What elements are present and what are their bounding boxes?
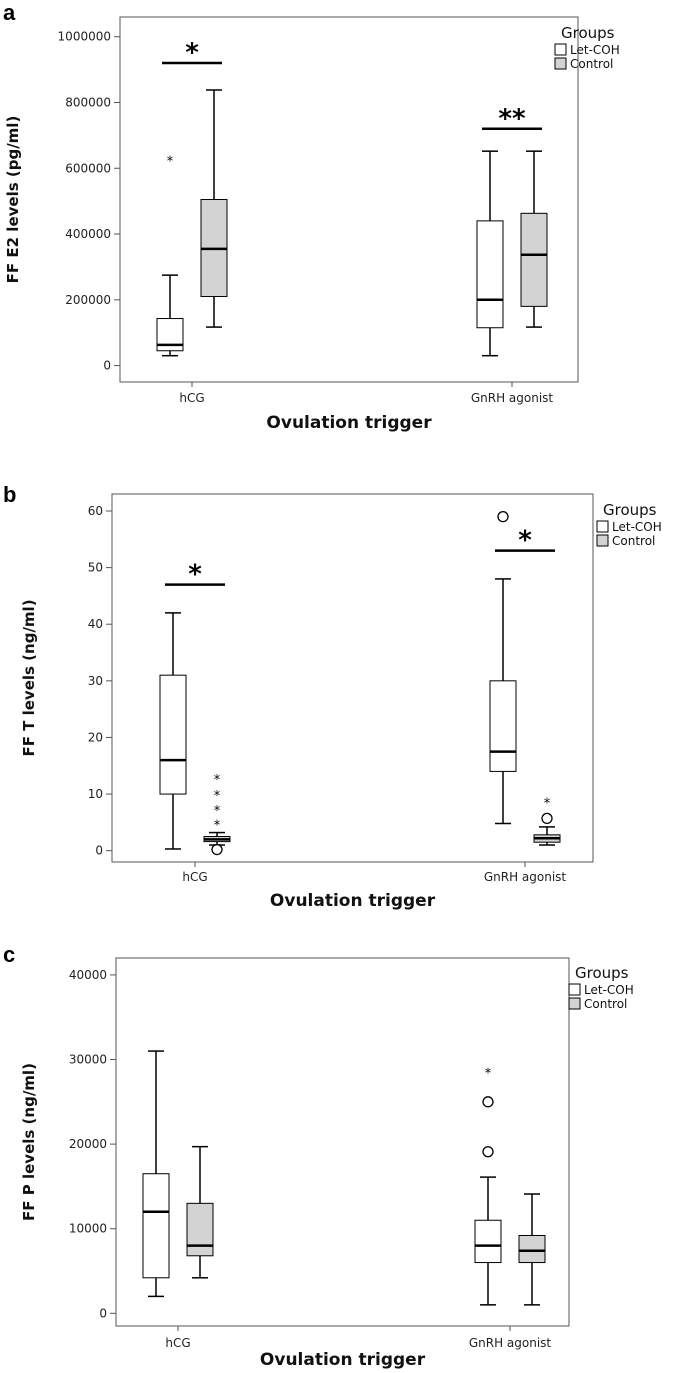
box-iqr — [518, 1234, 546, 1264]
legend-swatch — [596, 520, 609, 533]
y-axis-label: FF E2 levels (pg/ml) — [4, 116, 22, 284]
extreme-point: * — [214, 789, 221, 804]
box-control-gnrh-agonist — [520, 150, 548, 328]
box-control-gnrh-agonist: * — [533, 796, 561, 846]
x-axis-label: Ovulation trigger — [260, 1350, 426, 1370]
extreme-point: * — [214, 818, 221, 833]
y-tick-label: 200000 — [65, 293, 111, 307]
legend-item-label: Control — [584, 997, 627, 1011]
x-tick-label: hCG — [179, 391, 204, 405]
significance-marker: * — [188, 560, 202, 590]
y-axis-label: FF T levels (ng/ml) — [20, 599, 38, 756]
y-tick-label: 600000 — [65, 161, 111, 175]
box-iqr — [186, 1202, 214, 1257]
y-tick-label: 20 — [88, 730, 103, 744]
outlier-point — [482, 1096, 494, 1108]
legend-title: Groups — [575, 964, 629, 982]
box-iqr — [159, 674, 187, 795]
legend-item-label: Control — [570, 57, 613, 71]
chart-panel-c: c 0 10000 20000 30000 40000 hCG GnRH agonist Ovu… — [3, 942, 634, 1370]
box-iqr — [489, 680, 517, 772]
box-let-coh-gnrh-agonist — [476, 150, 504, 357]
legend-swatch — [568, 997, 581, 1010]
y-axis-label: FF P levels (ng/ml) — [20, 1063, 38, 1221]
y-tick-label: 0 — [103, 359, 111, 373]
y-tick-label: 800000 — [65, 95, 111, 109]
x-tick-label: GnRH agonist — [484, 870, 567, 884]
extreme-point: * — [544, 796, 551, 811]
x-tick-label: hCG — [165, 1336, 190, 1350]
y-tick-label: 1000000 — [58, 30, 111, 44]
x-tick-label: GnRH agonist — [469, 1336, 552, 1350]
y-tick-label: 30000 — [69, 1053, 107, 1067]
box-iqr — [142, 1173, 170, 1279]
box-iqr — [474, 1219, 502, 1264]
legend-item-label: Let-COH — [612, 520, 662, 534]
box-control-gnrh-agonist — [518, 1193, 546, 1306]
legend-title: Groups — [603, 501, 657, 519]
extreme-point: * — [214, 773, 221, 788]
x-tick-label: hCG — [182, 870, 207, 884]
y-tick-label: 40000 — [69, 968, 107, 982]
y-tick-label: 0 — [95, 844, 103, 858]
panel-letter: c — [3, 942, 15, 967]
legend-swatch — [596, 534, 609, 547]
box-let-coh-gnrh-agonist — [489, 510, 517, 825]
legend-swatch — [554, 43, 567, 56]
legend-item-label: Let-COH — [570, 43, 620, 57]
box-let-coh-hcg — [142, 1050, 170, 1298]
panel-letter: a — [3, 0, 16, 25]
outlier-point — [497, 510, 509, 523]
panel-letter: b — [3, 482, 16, 507]
y-tick-label: 400000 — [65, 227, 111, 241]
plot-frame — [111, 493, 594, 863]
outlier-point — [482, 1146, 494, 1158]
y-tick-label: 10000 — [69, 1222, 107, 1236]
legend-item-label: Let-COH — [584, 983, 634, 997]
significance-marker: * — [185, 38, 199, 68]
y-tick-label: 0 — [99, 1306, 107, 1320]
y-tick-label: 60 — [88, 504, 103, 518]
box-control-hcg — [186, 1145, 214, 1279]
y-tick-label: 30 — [88, 674, 103, 688]
plot-frame — [119, 16, 579, 383]
significance-marker: ** — [498, 104, 526, 134]
significance-marker: * — [518, 526, 532, 556]
extreme-point: * — [167, 154, 174, 169]
box-let-coh-gnrh-agonist: * — [474, 1067, 502, 1306]
outlier-point — [541, 812, 553, 825]
y-tick-label: 20000 — [69, 1137, 107, 1151]
box-control-hcg — [200, 89, 228, 328]
x-tick-label: GnRH agonist — [471, 391, 554, 405]
legend-swatch — [568, 983, 581, 996]
y-tick-label: 40 — [88, 617, 103, 631]
extreme-point: * — [485, 1067, 492, 1082]
outlier-point — [211, 843, 223, 856]
extreme-point: * — [214, 804, 221, 819]
chart-panel-b: b 0 10 20 30 40 50 60 hCG GnRH agonist Ovulation t… — [3, 482, 662, 911]
box-control-hcg: **** — [203, 773, 231, 856]
x-axis-label: Ovulation trigger — [270, 891, 436, 911]
box-let-coh-hcg — [159, 612, 187, 850]
legend-title: Groups — [561, 24, 615, 42]
chart-panel-a: a 0 200000 400000 600000 800000 1000000 hCG GnRH… — [3, 0, 620, 433]
y-tick-label: 10 — [88, 787, 103, 801]
x-axis-label: Ovulation trigger — [266, 413, 432, 433]
box-let-coh-hcg: * — [156, 154, 184, 357]
box-iqr — [520, 212, 548, 307]
box-iqr — [476, 220, 504, 329]
plot-frame — [115, 957, 570, 1327]
legend-item-label: Control — [612, 534, 655, 548]
legend-swatch — [554, 57, 567, 70]
y-tick-label: 50 — [88, 561, 103, 575]
